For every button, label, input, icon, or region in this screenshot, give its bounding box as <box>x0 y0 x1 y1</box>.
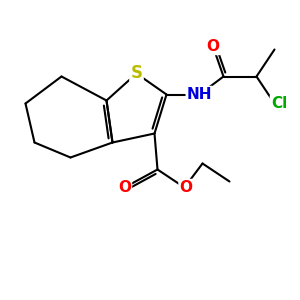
Text: O: O <box>179 180 193 195</box>
Text: O: O <box>118 180 131 195</box>
Text: NH: NH <box>187 87 212 102</box>
Text: Cl: Cl <box>271 96 287 111</box>
Text: S: S <box>130 64 142 82</box>
Text: O: O <box>206 39 220 54</box>
